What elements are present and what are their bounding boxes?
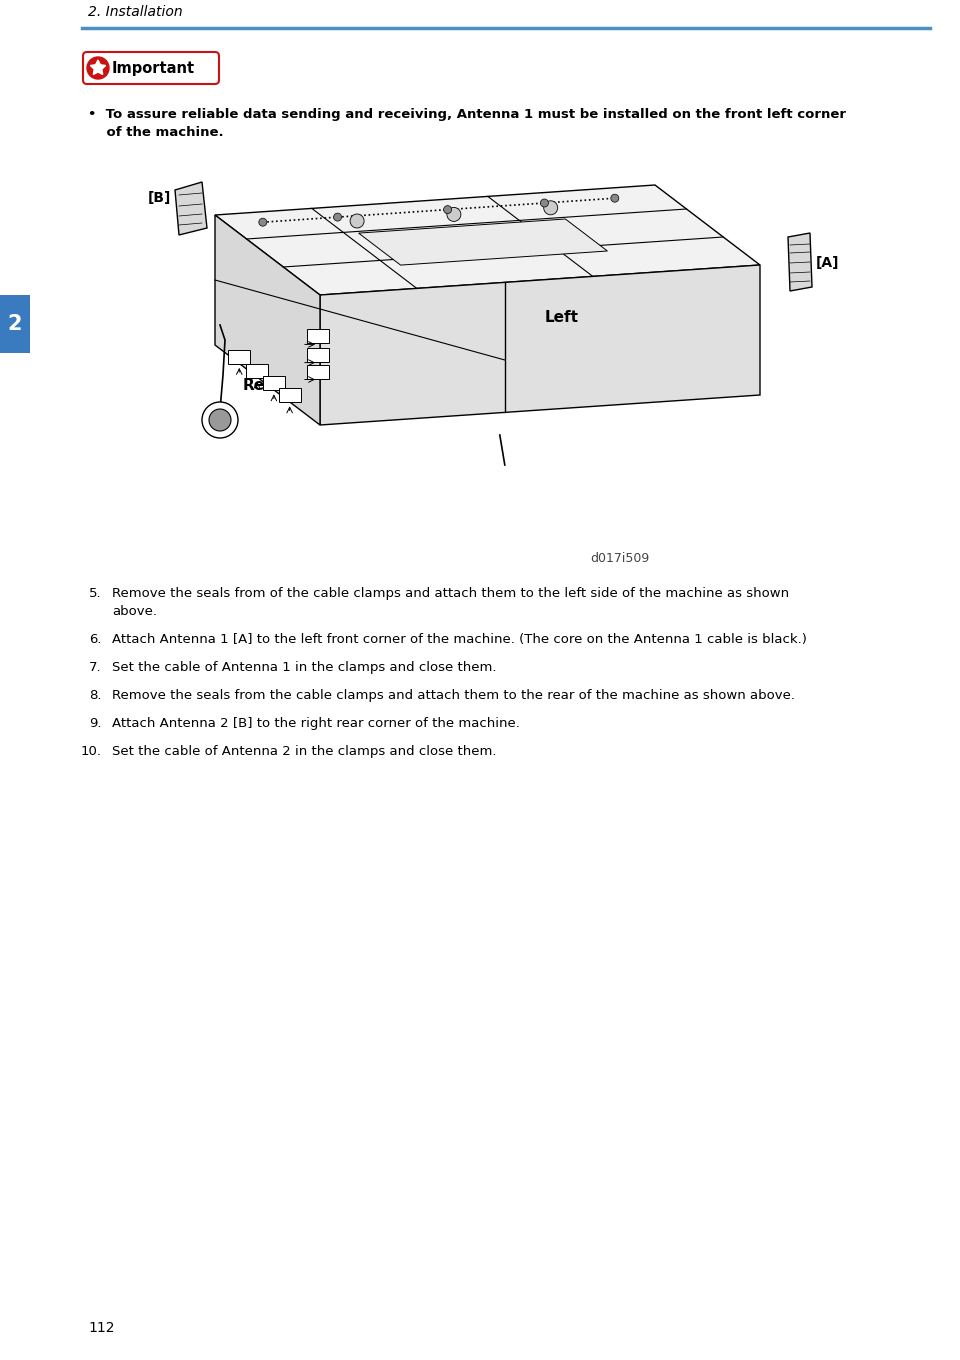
FancyBboxPatch shape <box>307 348 329 362</box>
Text: [A]: [A] <box>816 256 839 271</box>
Polygon shape <box>175 182 207 235</box>
FancyBboxPatch shape <box>0 295 30 354</box>
Text: above.: above. <box>112 605 157 617</box>
Text: Remove the seals from the cable clamps and attach them to the rear of the machin: Remove the seals from the cable clamps a… <box>112 690 795 702</box>
Text: Remove the seals from of the cable clamps and attach them to the left side of th: Remove the seals from of the cable clamp… <box>112 588 789 600</box>
Circle shape <box>447 208 461 222</box>
Text: 6.: 6. <box>89 632 102 646</box>
Text: Attach Antenna 1 [A] to the left front corner of the machine. (The core on the A: Attach Antenna 1 [A] to the left front c… <box>112 632 806 646</box>
FancyBboxPatch shape <box>278 389 300 403</box>
Text: 2: 2 <box>8 314 22 335</box>
Text: 2. Installation: 2. Installation <box>88 5 182 19</box>
Text: Attach Antenna 2 [B] to the right rear corner of the machine.: Attach Antenna 2 [B] to the right rear c… <box>112 717 520 730</box>
Text: [B]: [B] <box>147 190 171 205</box>
Text: Set the cable of Antenna 2 in the clamps and close them.: Set the cable of Antenna 2 in the clamps… <box>112 745 496 758</box>
FancyBboxPatch shape <box>246 363 268 378</box>
FancyBboxPatch shape <box>307 364 329 378</box>
Text: Set the cable of Antenna 1 in the clamps and close them.: Set the cable of Antenna 1 in the clamps… <box>112 661 496 675</box>
Text: of the machine.: of the machine. <box>88 126 224 139</box>
Polygon shape <box>215 185 760 295</box>
FancyBboxPatch shape <box>228 350 251 364</box>
Text: Important: Important <box>112 60 195 76</box>
Text: 10.: 10. <box>81 745 102 758</box>
Circle shape <box>444 205 451 214</box>
Polygon shape <box>788 233 812 291</box>
Text: 8.: 8. <box>89 690 102 702</box>
FancyBboxPatch shape <box>307 329 329 343</box>
Text: 112: 112 <box>88 1321 114 1336</box>
Text: Rear: Rear <box>242 378 282 393</box>
Circle shape <box>350 214 364 228</box>
Polygon shape <box>320 265 760 424</box>
Text: 9.: 9. <box>89 717 102 730</box>
Circle shape <box>202 403 238 438</box>
Circle shape <box>334 214 342 222</box>
Circle shape <box>259 218 267 226</box>
Polygon shape <box>215 215 320 424</box>
Circle shape <box>543 201 558 215</box>
Circle shape <box>611 194 619 203</box>
Circle shape <box>87 57 109 79</box>
Circle shape <box>540 199 548 207</box>
Text: 7.: 7. <box>89 661 102 675</box>
Text: •  To assure reliable data sending and receiving, Antenna 1 must be installed on: • To assure reliable data sending and re… <box>88 107 846 121</box>
Text: 5.: 5. <box>89 588 102 600</box>
FancyBboxPatch shape <box>263 377 285 390</box>
FancyBboxPatch shape <box>83 52 219 84</box>
Circle shape <box>209 409 231 431</box>
Text: Left: Left <box>545 310 579 325</box>
Polygon shape <box>359 219 608 265</box>
Text: d017i509: d017i509 <box>590 552 650 564</box>
Polygon shape <box>90 60 106 75</box>
